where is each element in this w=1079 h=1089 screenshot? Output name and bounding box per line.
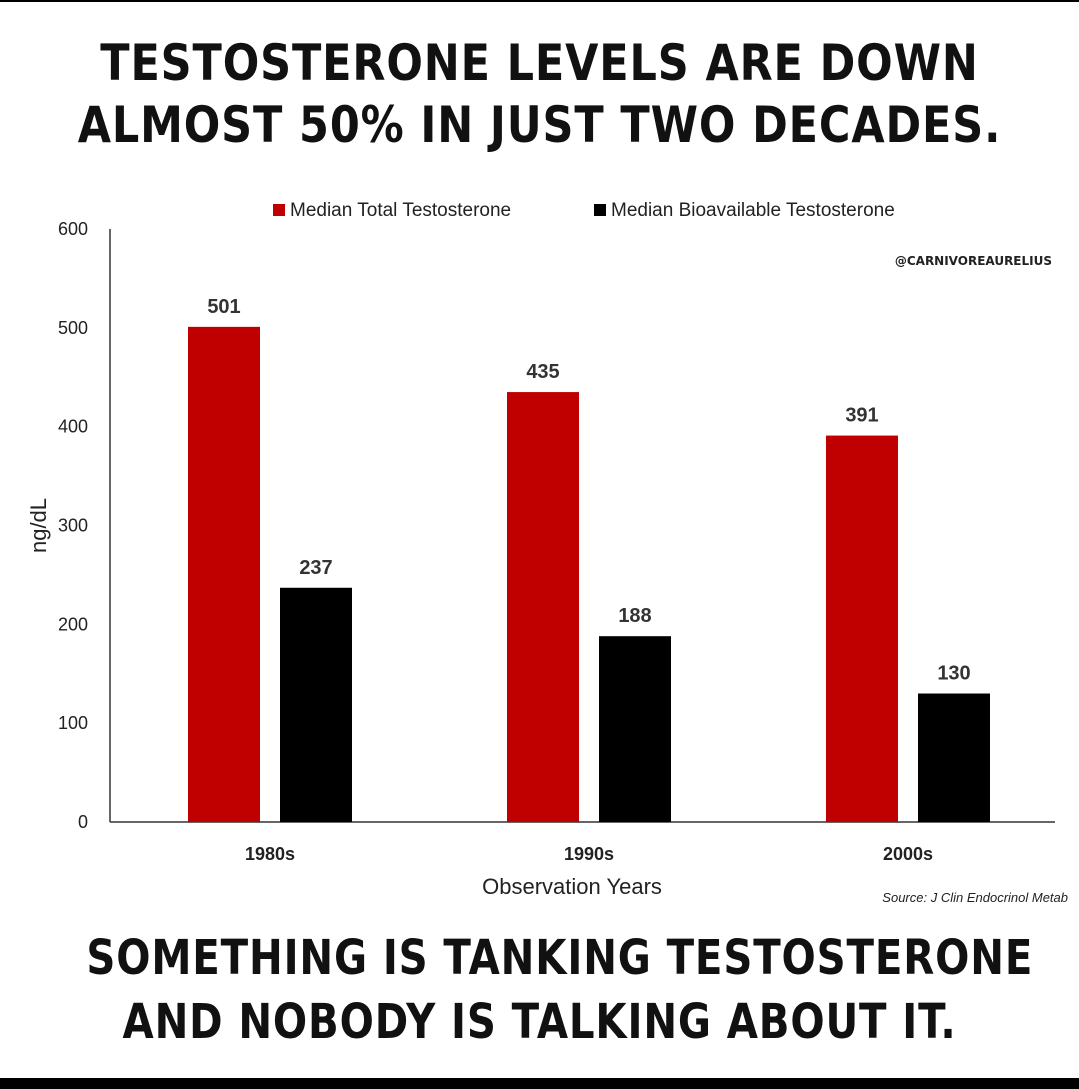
bar-total-2000s: [826, 435, 898, 822]
data-label: 391: [845, 405, 878, 427]
legend-swatch-bioavailable: [594, 204, 606, 216]
source-note: Source: J Clin Endocrinol Metab: [882, 890, 1068, 905]
data-label: 501: [207, 296, 240, 318]
y-tick-label: 400: [58, 417, 88, 437]
y-tick-label: 100: [58, 713, 88, 733]
legend-label: Median Total Testosterone: [290, 200, 511, 221]
bar-bioavailable-1990s: [599, 636, 671, 822]
y-tick-label: 200: [58, 614, 88, 634]
x-tick-label: 1980s: [245, 844, 295, 864]
y-tick-label: 300: [58, 516, 88, 536]
data-label: 237: [299, 557, 332, 579]
x-axis-label: Observation Years: [482, 874, 662, 899]
data-label: 435: [526, 361, 559, 383]
headline-top: TESTOSTERONE LEVELS ARE DOWN ALMOST 50% …: [76, 32, 1004, 156]
data-label: 130: [937, 663, 970, 685]
headline-bottom-line-1: SOMETHING IS TANKING TESTOSTERONE: [86, 930, 1034, 986]
data-label: 188: [618, 605, 651, 627]
bar-bioavailable-2000s: [918, 693, 990, 822]
bar-chart: 0 100 200 300 400 500 600 ng/dL 501 237 1980s 435 18…: [26, 200, 1068, 905]
x-tick-label: 1990s: [564, 844, 614, 864]
y-tick-label: 600: [58, 219, 88, 239]
y-axis-label: ng/dL: [26, 498, 51, 553]
watermark-handle: @CARNIVOREAURELIUS: [895, 254, 1052, 268]
bar-total-1980s: [188, 326, 260, 822]
legend-label: Median Bioavailable Testosterone: [611, 200, 895, 221]
headline-bottom-line-2: AND NOBODY IS TALKING ABOUT IT.: [122, 994, 957, 1050]
headline-bottom: SOMETHING IS TANKING TESTOSTERONE AND NO…: [86, 926, 1034, 1054]
bar-bioavailable-1980s: [280, 587, 352, 822]
x-tick-label: 2000s: [883, 844, 933, 864]
legend-swatch-total: [273, 204, 285, 216]
bar-total-1990s: [507, 392, 579, 822]
y-tick-label: 500: [58, 318, 88, 338]
y-tick-label: 0: [78, 812, 88, 832]
headline-top-line-1: TESTOSTERONE LEVELS ARE DOWN: [100, 34, 979, 92]
headline-top-line-2: ALMOST 50% IN JUST TWO DECADES.: [77, 96, 1002, 154]
